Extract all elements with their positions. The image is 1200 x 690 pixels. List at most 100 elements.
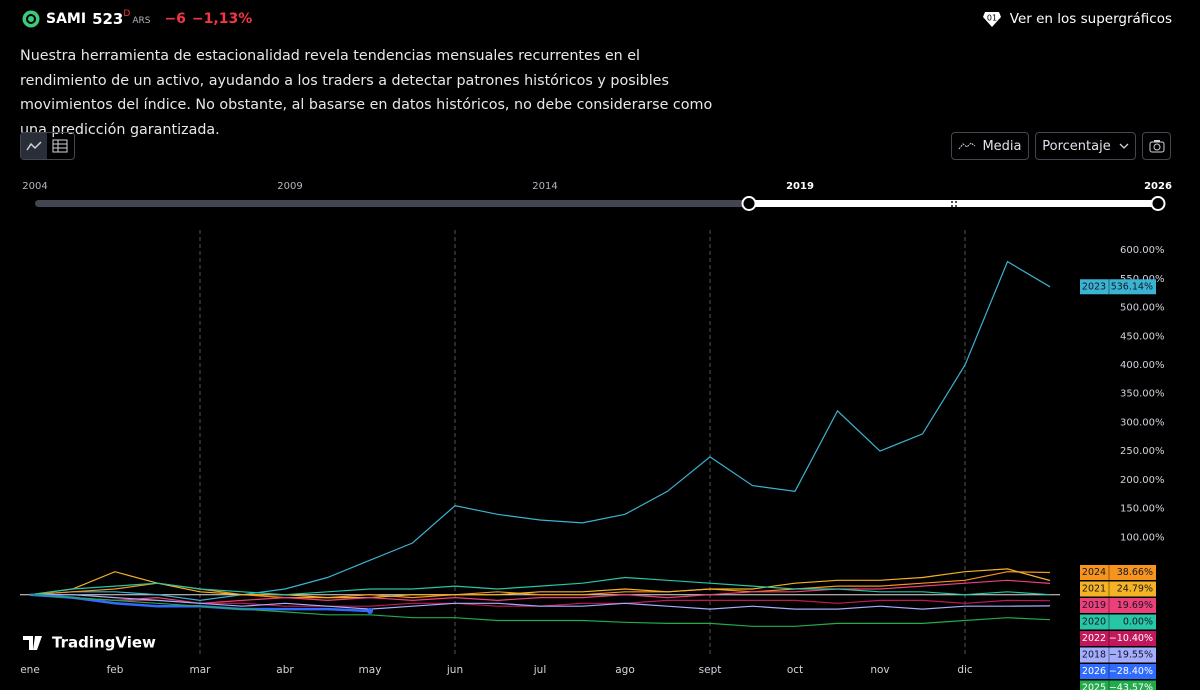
x-tick-label: feb: [107, 664, 124, 676]
end-label-value: 24.79%: [1117, 583, 1153, 594]
timeline-label: 2026: [1144, 181, 1172, 192]
end-label: 2023 536.14%: [1080, 279, 1156, 295]
price-suffix: D: [123, 9, 131, 19]
x-tick-label: sept: [699, 664, 722, 676]
end-label: 2018 −19.55%: [1080, 647, 1156, 663]
timeline-label: 2019: [786, 181, 814, 192]
description: Nuestra herramienta de estacionalidad re…: [20, 48, 713, 138]
chart-view-button[interactable]: [21, 133, 47, 159]
series-line: [29, 594, 1051, 627]
brand-name: TradingView: [52, 634, 156, 652]
end-label-box: [1080, 564, 1156, 580]
x-tick-label: ago: [615, 664, 635, 676]
chevron: [1119, 143, 1129, 149]
series-line: [29, 576, 1051, 596]
view-toggle[interactable]: [20, 132, 75, 160]
end-label-value: 38.66%: [1117, 567, 1153, 578]
end-label-box: [1080, 614, 1156, 630]
timeline-handle[interactable]: [741, 196, 757, 211]
end-label-box: [1080, 680, 1156, 690]
end-label-value: 0.00%: [1123, 616, 1153, 627]
y-tick-label: 600.00%: [1120, 245, 1165, 256]
end-label: 2020 0.00%: [1080, 614, 1156, 630]
change-pct: −1,13%: [191, 11, 253, 27]
series-line: [29, 568, 1051, 599]
end-label-box: [1080, 581, 1156, 597]
y-tick-label: 350.00%: [1120, 389, 1165, 400]
x-tick-label: nov: [870, 664, 889, 676]
end-label: 2026 −28.40%: [1080, 663, 1156, 679]
series-end-point: [367, 608, 373, 615]
timeline: 2004 2009 2014 2019 2026: [22, 181, 1172, 211]
end-label: 2022 −10.40%: [1080, 630, 1156, 646]
x-tick-label: dic: [957, 664, 973, 676]
y-tick-label: 450.00%: [1120, 331, 1165, 342]
symbol-logo: [22, 10, 40, 28]
end-label-value: −28.40%: [1109, 666, 1153, 677]
end-label-box: [1080, 279, 1156, 295]
y-tick-label: 200.00%: [1120, 475, 1165, 486]
average-icon: [959, 142, 976, 150]
price: 523: [92, 10, 124, 28]
timeline-label: 2009: [277, 181, 302, 192]
end-label-value: 19.69%: [1117, 600, 1153, 611]
mode-label[interactable]: Porcentaje: [1042, 138, 1111, 154]
y-tick-label: 150.00%: [1120, 504, 1165, 515]
end-label: 2019 19.69%: [1080, 597, 1156, 613]
x-tick-label: oct: [787, 664, 803, 676]
screenshot-button[interactable]: [1142, 132, 1171, 160]
change: −6: [164, 11, 186, 27]
camera-icon: [1149, 140, 1164, 153]
y-tick-label: 500.00%: [1120, 303, 1165, 314]
svg-text:01: 01: [987, 14, 997, 23]
timeline-range[interactable]: [749, 200, 1158, 207]
series-line: [29, 571, 1051, 599]
timeline-track: [35, 200, 749, 207]
end-label-year: 2021: [1082, 583, 1106, 594]
y-tick-label: 250.00%: [1120, 446, 1165, 457]
series-line: [30, 594, 1051, 610]
table-view-button[interactable]: [47, 133, 73, 159]
x-tick-label: abr: [276, 664, 294, 676]
currency: ARS: [132, 16, 151, 26]
end-label-year: 2025: [1082, 682, 1106, 690]
symbol: SAMI: [46, 11, 87, 27]
average-button[interactable]: Media: [951, 132, 1029, 160]
header: SAMI 523 D ARS −6 −1,13%: [22, 9, 253, 28]
end-label-year: 2024: [1082, 567, 1106, 578]
end-label-box: [1080, 663, 1156, 679]
end-label-year: 2019: [1082, 600, 1106, 611]
y-tick-label: 300.00%: [1120, 417, 1165, 428]
end-label: 2024 38.66%: [1080, 564, 1156, 580]
end-label-year: 2023: [1082, 281, 1106, 292]
average-label[interactable]: Media: [982, 138, 1022, 154]
end-label-box: [1080, 630, 1156, 646]
supercharts-link[interactable]: 01 Ver en los supergráficos: [982, 10, 1172, 28]
end-label-box: [1080, 597, 1156, 613]
end-label-value: −10.40%: [1109, 633, 1153, 644]
end-label-value: −43.57%: [1109, 682, 1153, 690]
timeline-handle[interactable]: [1150, 196, 1166, 211]
end-label-year: 2026: [1082, 666, 1106, 677]
mode-dropdown[interactable]: Porcentaje: [1035, 132, 1136, 160]
y-tick-label: 100.00%: [1120, 532, 1165, 543]
end-label-box: [1080, 647, 1156, 663]
series-line: [29, 260, 1051, 602]
end-label-value: 536.14%: [1111, 281, 1153, 292]
timeline-label: 2014: [532, 181, 557, 192]
end-label-value: −19.55%: [1109, 649, 1153, 660]
diamond-icon: 01: [982, 12, 1001, 27]
end-label: 2025 −43.57%: [1080, 680, 1156, 690]
end-label: 2021 24.79%: [1080, 581, 1156, 597]
y-tick-label: 400.00%: [1120, 360, 1165, 371]
x-tick-label: jul: [533, 664, 547, 676]
x-tick-label: mar: [190, 664, 212, 676]
brand: TradingView: [23, 634, 156, 652]
x-tick-label: jun: [446, 664, 463, 676]
x-tick-label: ene: [20, 664, 40, 676]
link-text[interactable]: Ver en los supergráficos: [1009, 11, 1172, 27]
timeline-label: 2004: [22, 181, 47, 192]
end-label-year: 2018: [1082, 649, 1106, 660]
